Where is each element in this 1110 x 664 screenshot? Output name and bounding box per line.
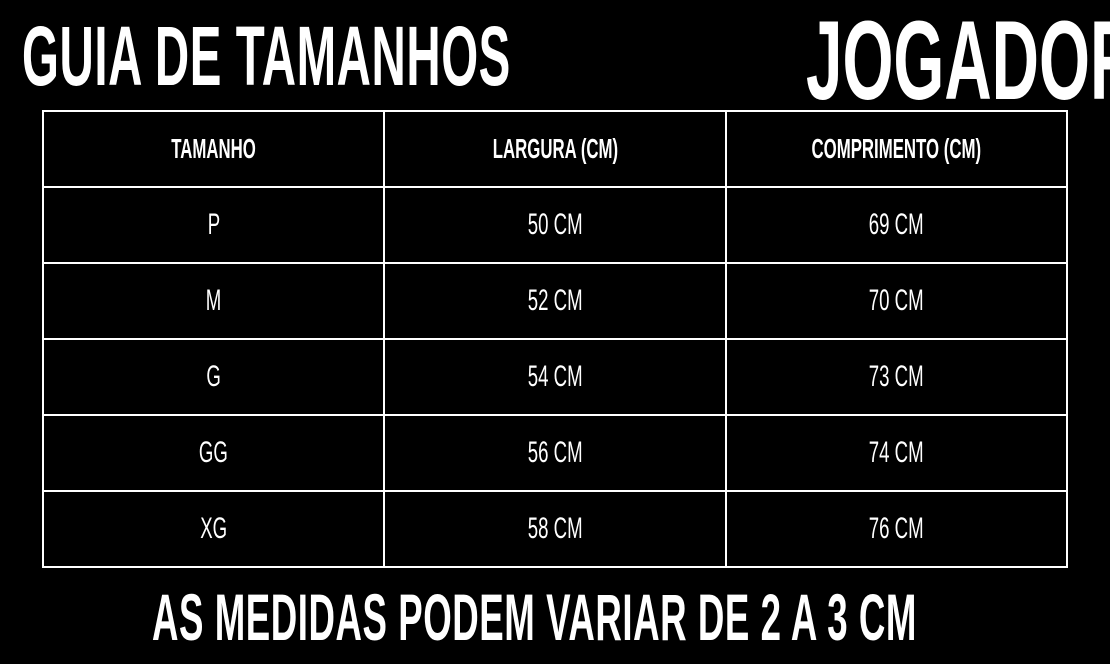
- column-header: COMPRIMENTO (CM): [724, 110, 1069, 188]
- table-cell: 50 CM: [383, 186, 727, 264]
- table-cell: 73 CM: [724, 338, 1069, 416]
- table-cell: 76 CM: [724, 490, 1069, 568]
- table-cell: 58 CM: [383, 490, 727, 568]
- table-cell-text: 50 CM: [527, 208, 583, 241]
- table-cell-text: GG: [199, 436, 229, 469]
- table-cell: 70 CM: [724, 262, 1069, 340]
- page-subtitle: JOGADOR: [806, 0, 1110, 123]
- table-header-row: TAMANHO LARGURA (CM) COMPRIMENTO (CM): [41, 110, 1069, 188]
- table-cell-text: 52 CM: [527, 284, 583, 317]
- column-header-label: COMPRIMENTO (CM): [811, 133, 982, 164]
- table-cell: 56 CM: [383, 414, 727, 492]
- table-row: G 54 CM 73 CM: [41, 338, 1069, 416]
- table-cell-text: 58 CM: [527, 512, 583, 545]
- table-cell: GG: [41, 414, 386, 492]
- table-cell-text: M: [205, 284, 222, 317]
- table-cell-text: 76 CM: [868, 512, 924, 545]
- table-cell-text: 73 CM: [868, 360, 924, 393]
- table-cell: M: [41, 262, 386, 340]
- column-header-label: TAMANHO: [171, 133, 256, 164]
- size-table: TAMANHO LARGURA (CM) COMPRIMENTO (CM) P 5…: [41, 110, 1069, 568]
- table-cell-text: XG: [200, 512, 228, 545]
- table-cell: 52 CM: [383, 262, 727, 340]
- table-cell-text: 74 CM: [868, 436, 924, 469]
- table-cell-text: 70 CM: [868, 284, 924, 317]
- table-row: XG 58 CM 76 CM: [41, 490, 1069, 568]
- table-cell-text: 69 CM: [868, 208, 924, 241]
- footer-note: AS MEDIDAS PODEM VARIAR DE 2 A 3 CM: [152, 580, 917, 654]
- table-cell: 74 CM: [724, 414, 1069, 492]
- page-title: GUIA DE TAMANHOS: [22, 9, 511, 103]
- table-cell-text: P: [207, 208, 220, 241]
- table-cell: 69 CM: [724, 186, 1069, 264]
- table-row: GG 56 CM 74 CM: [41, 414, 1069, 492]
- table-row: P 50 CM 69 CM: [41, 186, 1069, 264]
- table-cell-text: G: [206, 360, 221, 393]
- table-cell-text: 56 CM: [527, 436, 583, 469]
- table-cell: XG: [41, 490, 386, 568]
- table-cell-text: 54 CM: [527, 360, 583, 393]
- table-row: M 52 CM 70 CM: [41, 262, 1069, 340]
- column-header-label: LARGURA (CM): [492, 133, 618, 164]
- table-cell: G: [41, 338, 386, 416]
- table-cell: 54 CM: [383, 338, 727, 416]
- column-header: LARGURA (CM): [383, 110, 727, 188]
- column-header: TAMANHO: [41, 110, 386, 188]
- table-cell: P: [41, 186, 386, 264]
